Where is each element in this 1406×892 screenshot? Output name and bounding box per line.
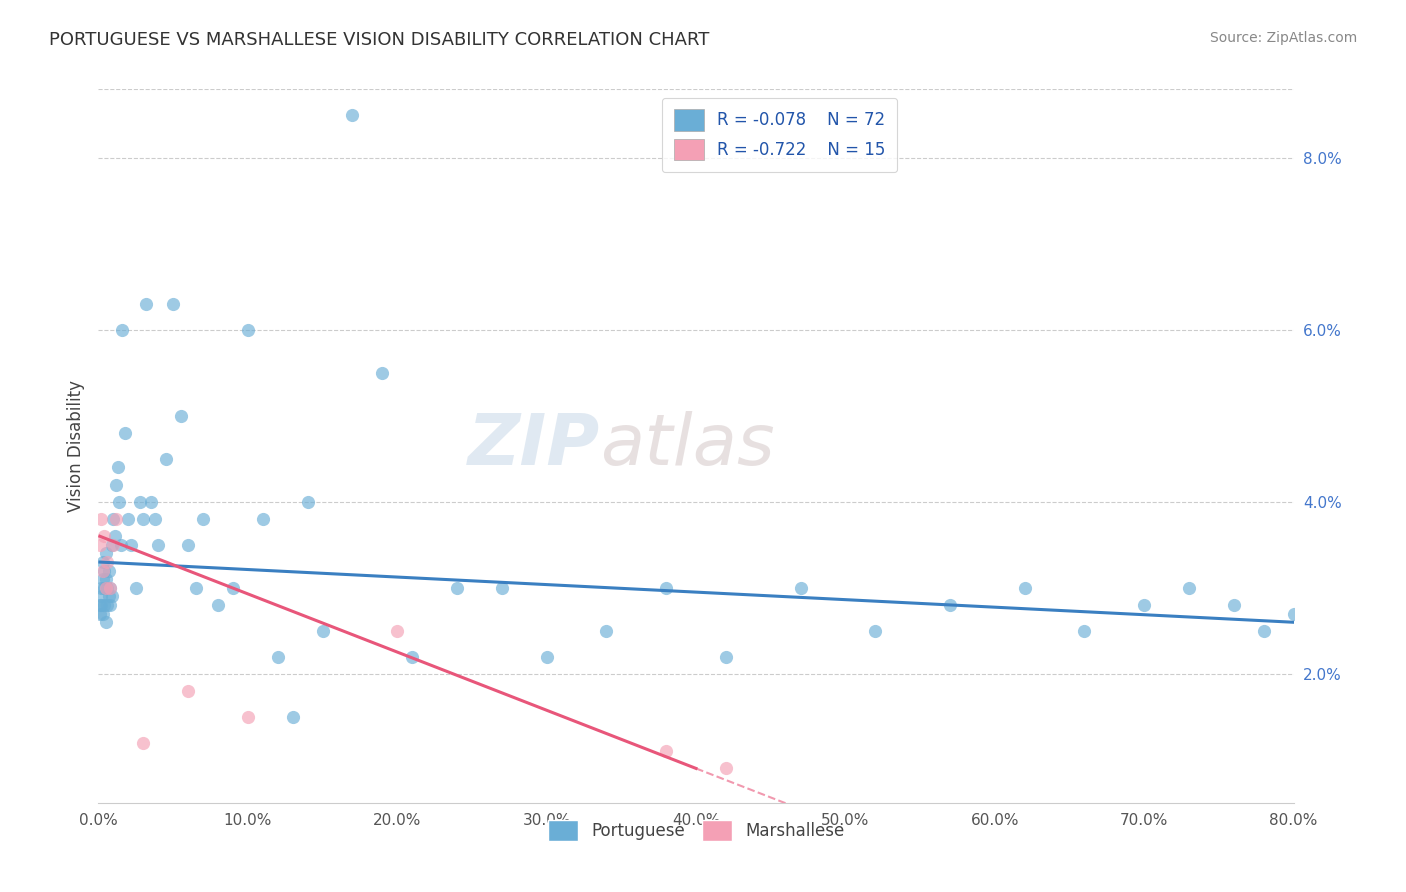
Point xyxy=(93,529,115,543)
Point xyxy=(98,598,122,612)
Point xyxy=(236,323,259,337)
Point xyxy=(385,624,409,638)
Point xyxy=(93,564,115,578)
Point xyxy=(107,460,129,475)
Point xyxy=(184,581,207,595)
Point xyxy=(94,572,117,586)
Point xyxy=(98,581,122,595)
Point xyxy=(1014,581,1036,595)
Point xyxy=(191,512,214,526)
Point xyxy=(91,607,114,621)
Point xyxy=(655,744,678,758)
Point xyxy=(108,495,131,509)
Point xyxy=(714,761,737,775)
Point xyxy=(1253,624,1275,638)
Point xyxy=(91,564,114,578)
Point xyxy=(90,590,112,604)
Point xyxy=(103,538,125,552)
Point xyxy=(297,495,319,509)
Text: ZIP: ZIP xyxy=(468,411,600,481)
Point xyxy=(236,710,259,724)
Point xyxy=(148,538,170,552)
Point xyxy=(94,615,117,630)
Point xyxy=(1178,581,1201,595)
Point xyxy=(169,409,191,423)
Point xyxy=(91,572,114,586)
Point xyxy=(714,649,737,664)
Point xyxy=(90,598,112,612)
Point xyxy=(281,710,304,724)
Point xyxy=(135,297,157,311)
Point xyxy=(311,624,333,638)
Point xyxy=(90,581,112,595)
Point xyxy=(104,529,127,543)
Point xyxy=(94,546,117,560)
Point xyxy=(89,607,111,621)
Point xyxy=(125,581,148,595)
Point xyxy=(177,538,200,552)
Point xyxy=(94,581,117,595)
Point xyxy=(91,555,114,569)
Point xyxy=(1133,598,1156,612)
Point xyxy=(96,598,118,612)
Point xyxy=(162,297,184,311)
Point xyxy=(132,736,155,750)
Point xyxy=(207,598,229,612)
Point xyxy=(97,564,120,578)
Y-axis label: Vision Disability: Vision Disability xyxy=(66,380,84,512)
Point xyxy=(129,495,152,509)
Point xyxy=(491,581,513,595)
Point xyxy=(97,590,120,604)
Point xyxy=(536,649,558,664)
Point xyxy=(101,590,124,604)
Point xyxy=(93,598,115,612)
Point xyxy=(96,555,118,569)
Point xyxy=(371,366,394,380)
Point xyxy=(132,512,155,526)
Point xyxy=(446,581,468,595)
Point xyxy=(222,581,245,595)
Point xyxy=(90,512,112,526)
Point xyxy=(177,684,200,698)
Point xyxy=(1073,624,1095,638)
Text: PORTUGUESE VS MARSHALLESE VISION DISABILITY CORRELATION CHART: PORTUGUESE VS MARSHALLESE VISION DISABIL… xyxy=(49,31,710,49)
Point xyxy=(110,538,132,552)
Point xyxy=(114,426,136,441)
Point xyxy=(96,581,118,595)
Point xyxy=(1282,607,1305,621)
Point xyxy=(252,512,274,526)
Point xyxy=(103,512,125,526)
Point xyxy=(655,581,678,595)
Point xyxy=(139,495,162,509)
Text: atlas: atlas xyxy=(600,411,775,481)
Point xyxy=(120,538,142,552)
Legend: Portuguese, Marshallese: Portuguese, Marshallese xyxy=(541,814,851,848)
Point xyxy=(111,323,134,337)
Point xyxy=(105,477,128,491)
Point xyxy=(98,581,122,595)
Point xyxy=(89,598,111,612)
Text: Source: ZipAtlas.com: Source: ZipAtlas.com xyxy=(1209,31,1357,45)
Point xyxy=(939,598,962,612)
Point xyxy=(267,649,290,664)
Point xyxy=(101,538,124,552)
Point xyxy=(155,451,177,466)
Point xyxy=(93,581,115,595)
Point xyxy=(1223,598,1246,612)
Point xyxy=(105,512,128,526)
Point xyxy=(89,538,111,552)
Point xyxy=(595,624,617,638)
Point xyxy=(143,512,166,526)
Point xyxy=(865,624,887,638)
Point xyxy=(401,649,423,664)
Point xyxy=(342,108,364,122)
Point xyxy=(789,581,811,595)
Point xyxy=(117,512,139,526)
